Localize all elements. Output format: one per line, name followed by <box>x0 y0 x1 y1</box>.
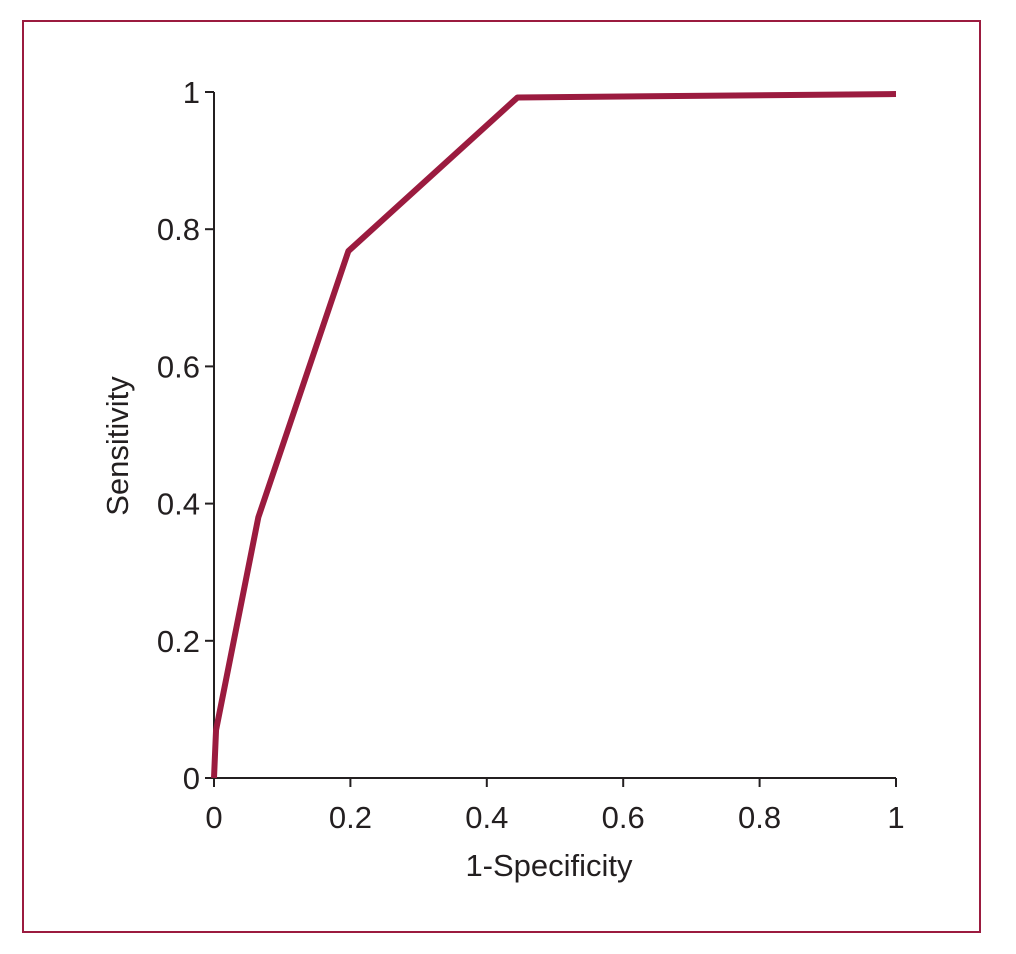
x-tick-label: 0.4 <box>465 800 508 835</box>
y-tick-label: 0.8 <box>157 212 200 247</box>
x-axis-title: 1-Specificity <box>465 848 633 883</box>
x-tick-label: 0.6 <box>602 800 645 835</box>
x-tick-label: 0.8 <box>738 800 781 835</box>
y-tick-label: 1 <box>183 75 200 110</box>
x-tick-label: 0.2 <box>329 800 372 835</box>
y-tick-label: 0.6 <box>157 349 200 384</box>
chart-frame <box>22 20 981 933</box>
series-layer <box>211 91 897 779</box>
y-tick-label: 0.2 <box>157 624 200 659</box>
y-tick-label: 0.4 <box>157 487 200 522</box>
x-tick-label: 0 <box>205 800 222 835</box>
roc-curve-line <box>211 91 897 779</box>
y-tick-label: 0 <box>183 761 200 796</box>
x-ticks: 0 0.2 0.4 0.6 0.8 1 <box>205 778 905 835</box>
y-axis-title: Sensitivity <box>100 376 135 516</box>
x-tick-label: 1 <box>887 800 904 835</box>
y-ticks: 0 0.2 0.4 0.6 0.8 1 <box>157 75 214 796</box>
axes <box>213 92 896 779</box>
